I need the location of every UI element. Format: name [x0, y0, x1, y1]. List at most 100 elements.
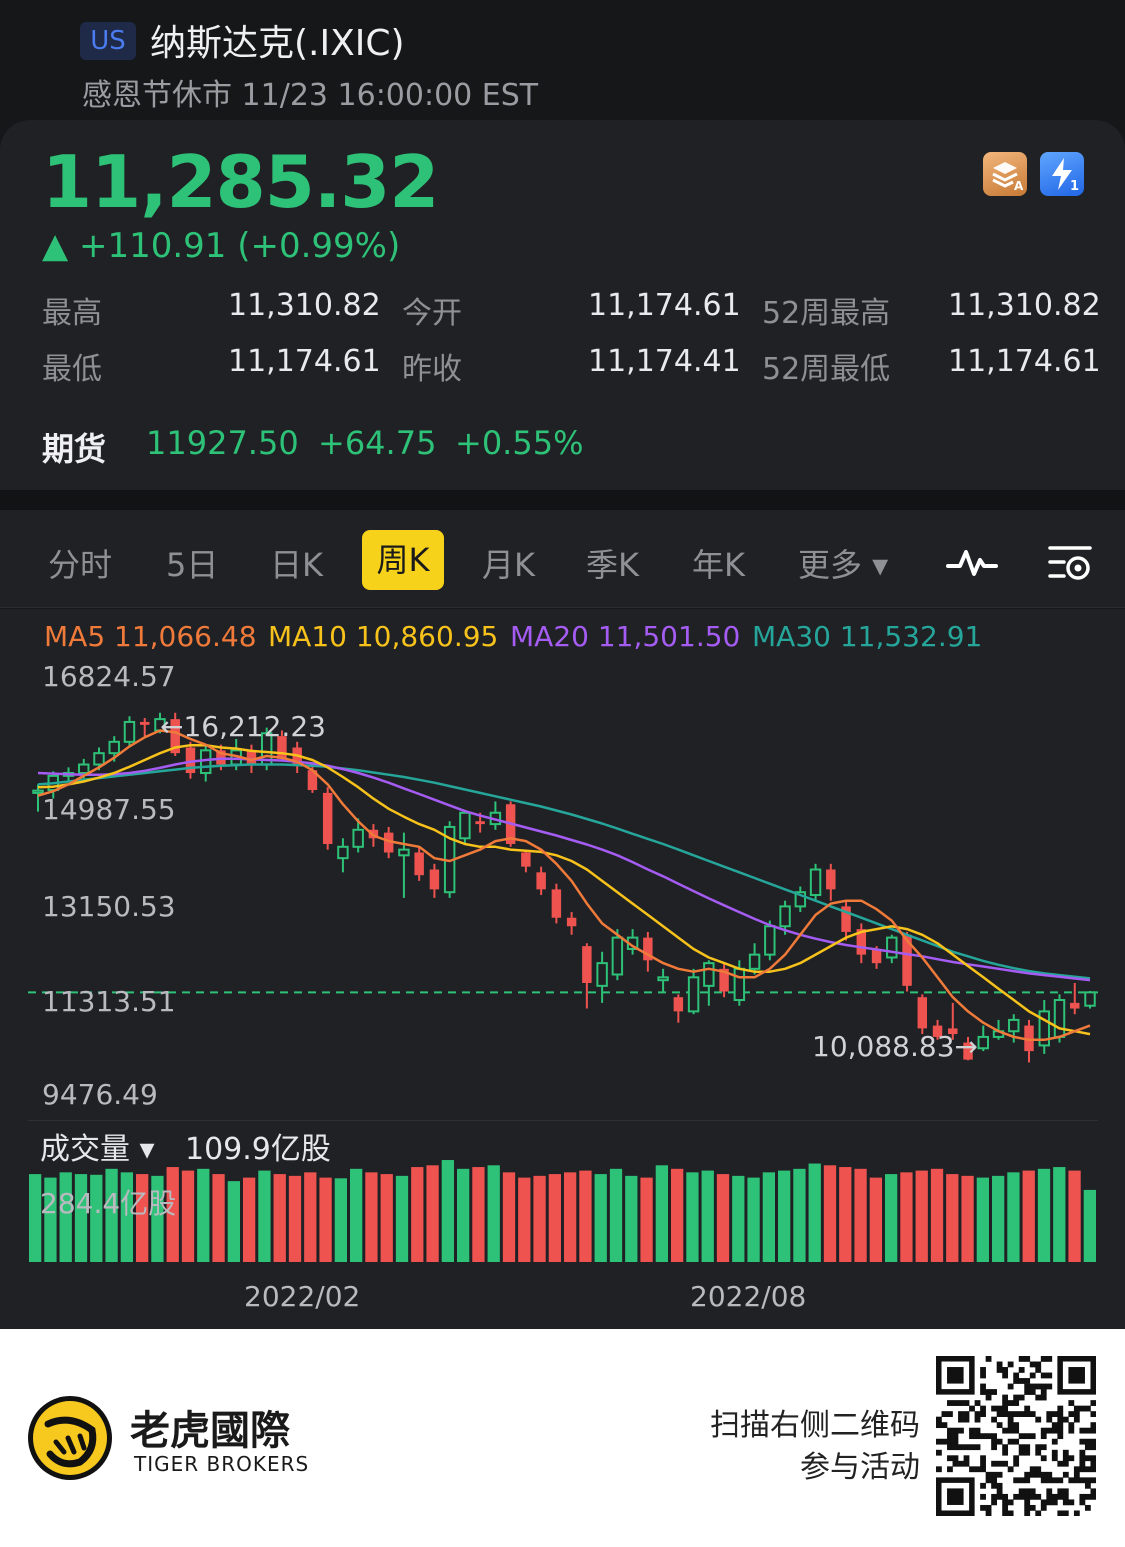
- qr-module: [952, 1400, 959, 1406]
- tab-5day[interactable]: 5日: [166, 546, 219, 584]
- candle-body: [1008, 1018, 1020, 1033]
- qr-module: [1090, 1444, 1096, 1451]
- candle: [322, 787, 333, 850]
- qr-module: [947, 1427, 953, 1434]
- open-value: 11,174.61: [588, 288, 741, 323]
- candle: [809, 863, 822, 901]
- qr-module: [1002, 1504, 1009, 1511]
- qr-module: [985, 1356, 992, 1362]
- candle-body: [687, 976, 700, 1013]
- qr-module: [996, 1361, 1003, 1368]
- candle: [352, 818, 364, 853]
- qr-module: [1007, 1438, 1014, 1445]
- tab-yearly[interactable]: 年K: [692, 546, 745, 584]
- tab-quarterly[interactable]: 季K: [586, 546, 639, 584]
- lightning-level1-icon[interactable]: 1: [1040, 152, 1084, 196]
- candle: [596, 951, 608, 1003]
- qr-module: [1090, 1466, 1096, 1473]
- ma5-readout: MA5 11,066.48: [44, 620, 257, 653]
- qr-module: [1013, 1422, 1020, 1429]
- volume-selector[interactable]: 成交量 ▾: [40, 1132, 155, 1167]
- qr-module: [1068, 1422, 1075, 1429]
- qr-module: [947, 1411, 953, 1417]
- prev-close-value: 11,174.41: [588, 344, 741, 379]
- qr-module: [1024, 1488, 1031, 1495]
- qr-module: [1002, 1411, 1009, 1417]
- qr-module: [1040, 1394, 1047, 1401]
- svg-text:1: 1: [1070, 179, 1079, 194]
- qr-module: [1024, 1444, 1031, 1451]
- qr-module: [936, 1466, 942, 1473]
- candle: [383, 826, 394, 859]
- tab-intraday[interactable]: 分时: [48, 546, 113, 584]
- qr-module: [1073, 1405, 1080, 1412]
- candle-body: [459, 811, 471, 840]
- ma30-line: [37, 763, 1091, 980]
- volume-bar: [579, 1170, 592, 1262]
- volume-bar: [227, 1181, 240, 1262]
- qr-module: [1007, 1466, 1014, 1473]
- qr-module: [991, 1460, 997, 1467]
- volume-bar: [151, 1175, 164, 1262]
- candle-body: [398, 848, 410, 857]
- volume-bar: [197, 1168, 210, 1262]
- qr-module: [1013, 1427, 1020, 1434]
- qr-module: [985, 1394, 992, 1401]
- candle-body: [657, 976, 669, 982]
- candle-body: [123, 720, 136, 743]
- candle: [703, 960, 715, 1006]
- qr-module: [1073, 1477, 1080, 1484]
- candle-body: [307, 770, 318, 791]
- volume-bar: [900, 1172, 913, 1262]
- low-value: 11,174.61: [228, 344, 381, 379]
- qr-module: [947, 1400, 953, 1406]
- qr-module: [1013, 1438, 1020, 1445]
- ma5-line: [37, 729, 1091, 1042]
- candle: [337, 838, 349, 873]
- qr-module: [1002, 1400, 1009, 1406]
- last-price: 11,285.32: [42, 140, 439, 224]
- indicator-wave-icon[interactable]: [946, 540, 998, 584]
- qr-module: [1040, 1444, 1047, 1451]
- futures-pct: +0.55%: [455, 424, 584, 462]
- volume-bar: [457, 1168, 470, 1262]
- volume-bar: [243, 1177, 256, 1262]
- qr-module: [1040, 1455, 1047, 1462]
- qr-module: [952, 1438, 959, 1445]
- qr-code[interactable]: [936, 1356, 1096, 1516]
- qr-module: [1024, 1499, 1031, 1506]
- candle-body: [521, 852, 531, 867]
- ai-assistant-icon[interactable]: A: [983, 152, 1027, 196]
- candlestick-chart[interactable]: [0, 660, 1125, 1120]
- qr-module: [1073, 1466, 1080, 1473]
- tab-weekly[interactable]: 周K: [362, 530, 444, 590]
- volume-bar: [319, 1177, 332, 1262]
- qr-module: [952, 1444, 959, 1451]
- qr-module: [1084, 1455, 1091, 1462]
- qr-module: [1002, 1460, 1009, 1467]
- volume-bar: [502, 1172, 516, 1262]
- qr-module: [1035, 1449, 1042, 1456]
- qr-module: [1024, 1477, 1031, 1484]
- qr-module: [1084, 1466, 1091, 1473]
- qr-module: [1046, 1383, 1053, 1390]
- qr-module: [1090, 1460, 1096, 1467]
- tab-monthly[interactable]: 月K: [482, 546, 535, 584]
- tab-more[interactable]: 更多 ▾: [798, 546, 889, 584]
- quote-panel: [0, 120, 1125, 490]
- qr-module: [1068, 1477, 1075, 1484]
- candle-body: [1053, 999, 1066, 1038]
- y-tick-label: 11313.51: [42, 985, 176, 1018]
- qr-module: [974, 1427, 981, 1434]
- qr-module: [947, 1444, 953, 1451]
- volume-bar: [304, 1172, 317, 1262]
- tab-daily[interactable]: 日K: [270, 546, 323, 584]
- candle: [414, 846, 424, 881]
- candle: [748, 943, 761, 975]
- candle-body: [703, 962, 715, 987]
- qr-module: [1046, 1488, 1053, 1495]
- futures-label: 期货: [42, 430, 107, 468]
- chart-settings-icon[interactable]: [1046, 540, 1094, 584]
- qr-module: [1079, 1405, 1086, 1412]
- qr-module: [991, 1499, 997, 1506]
